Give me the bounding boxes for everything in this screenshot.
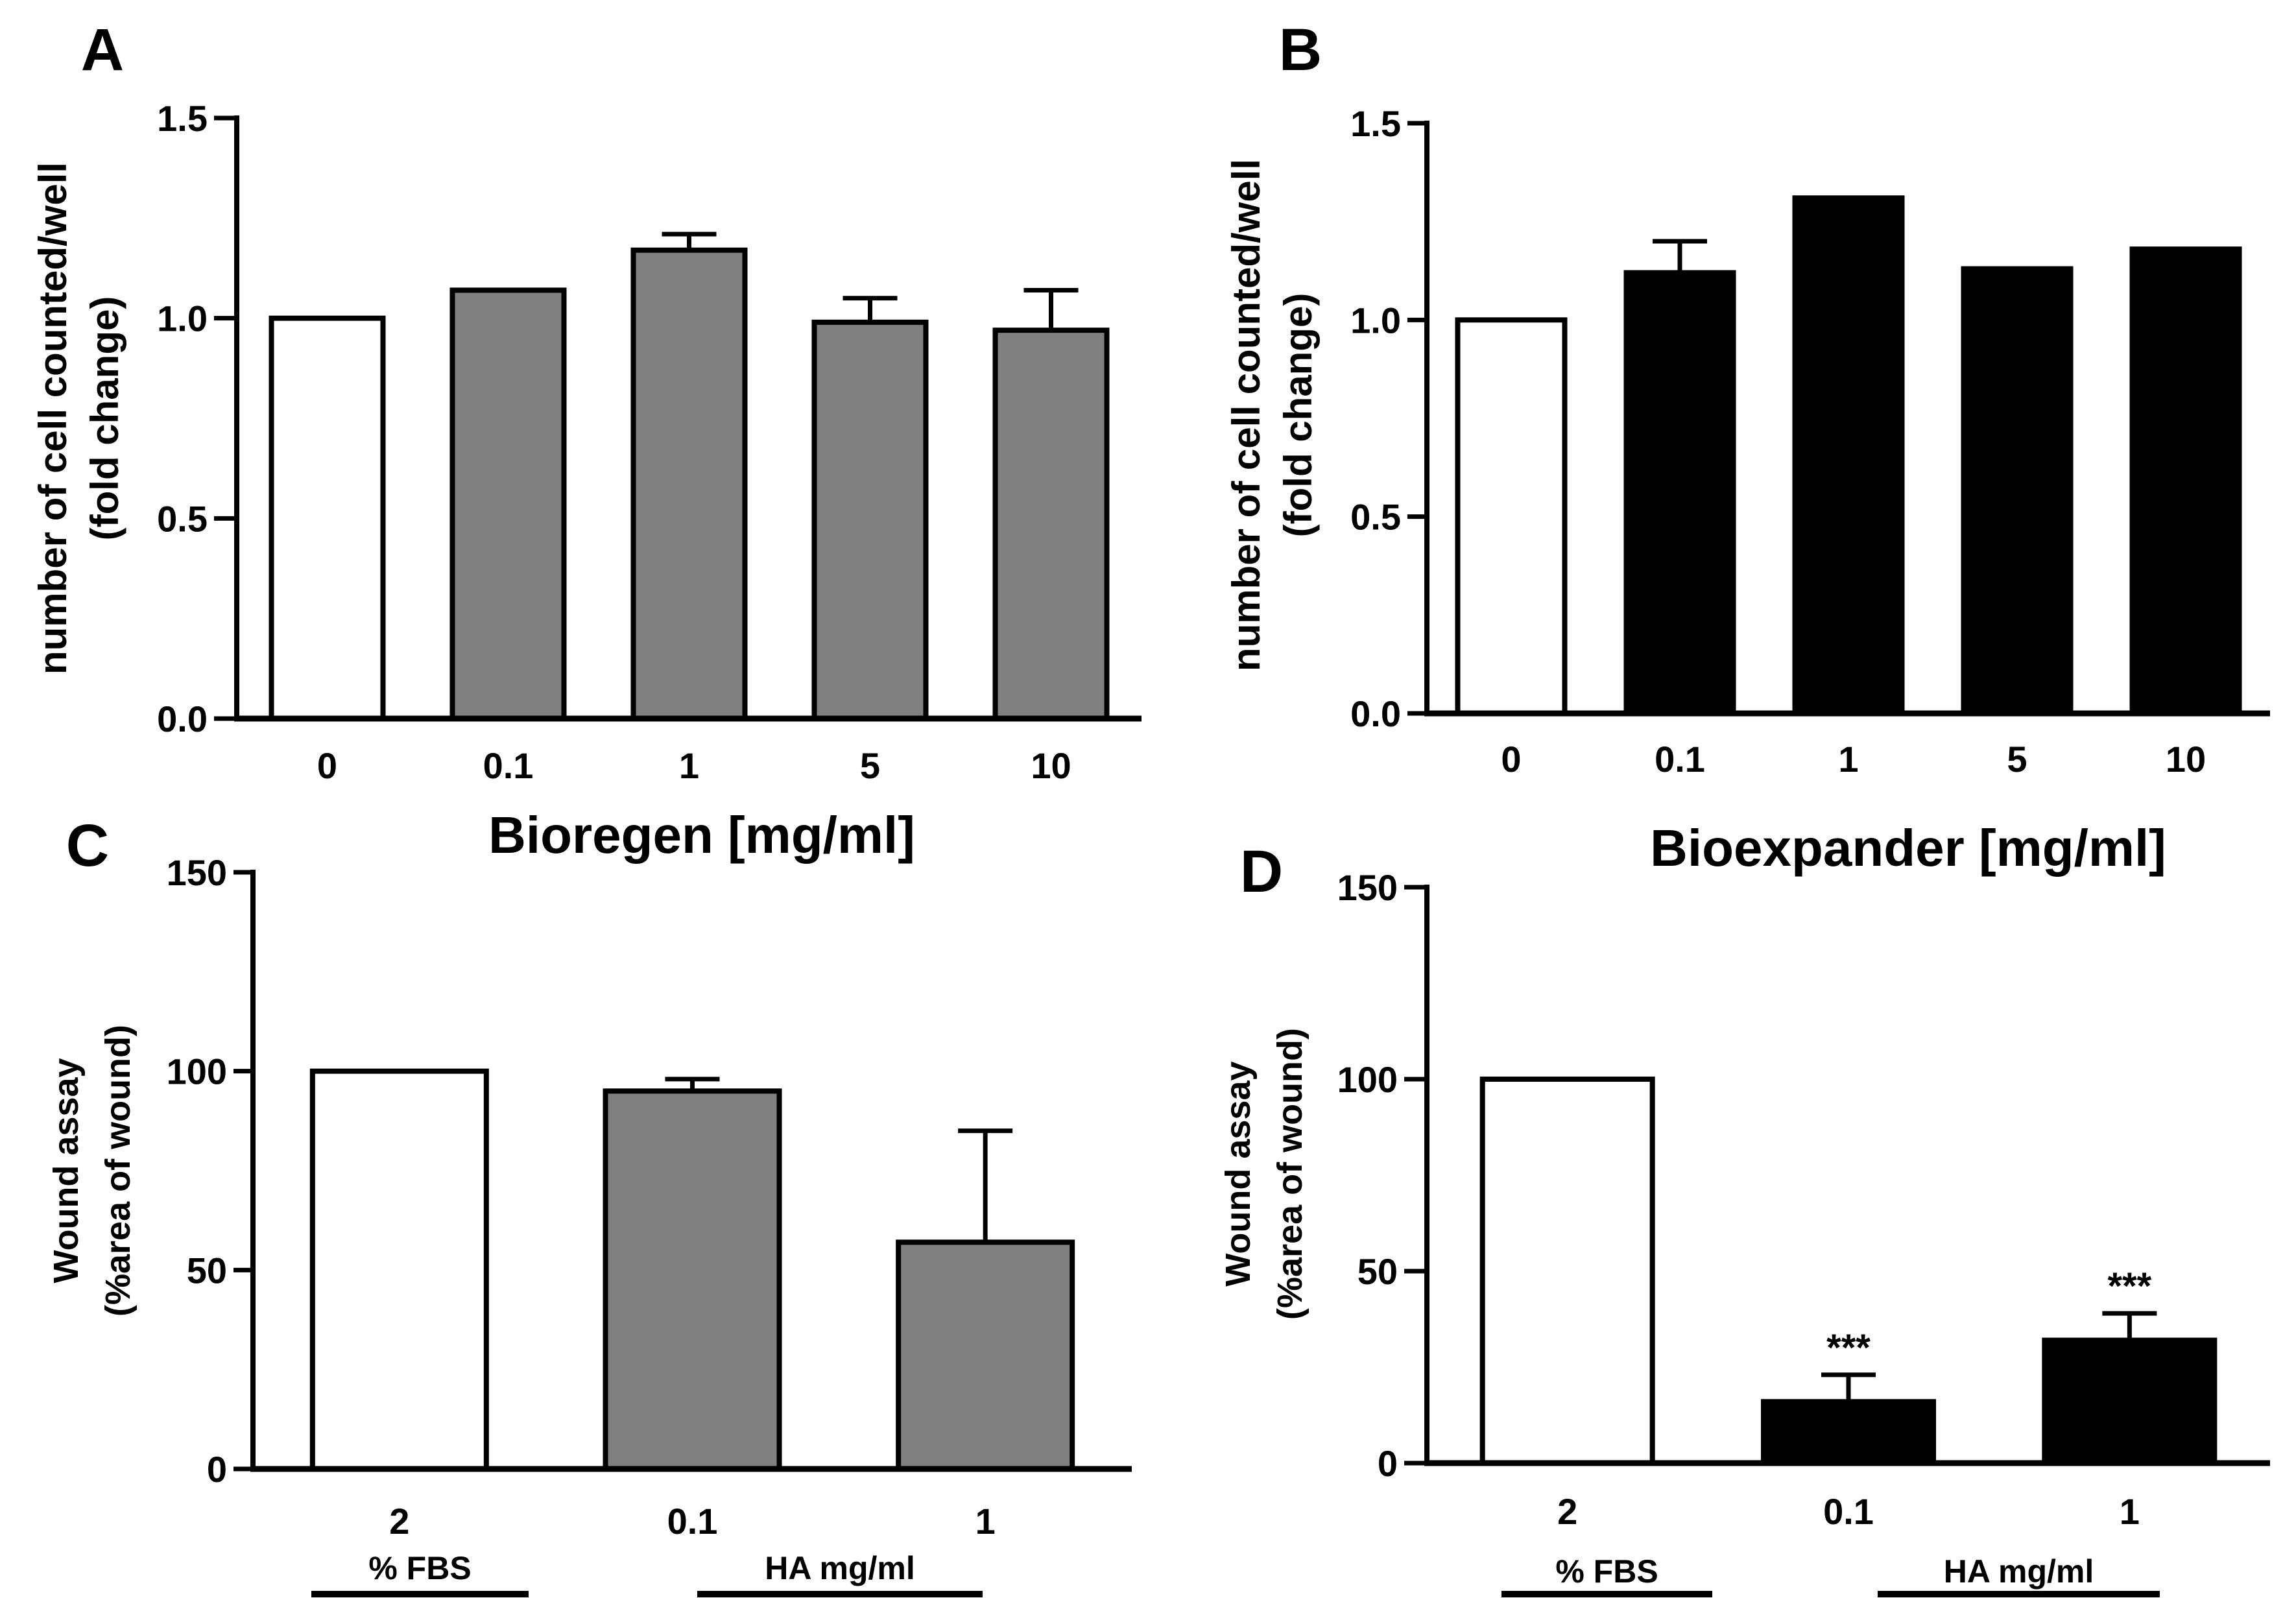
- panel-d-group-label-0: % FBS: [1555, 1553, 1658, 1590]
- panel-a-letter: A: [81, 17, 124, 83]
- panel-b-bar-2: [1792, 195, 1905, 716]
- panel-a-bar-3: [811, 319, 929, 721]
- panel-a-x-tick-label-0: 0: [317, 745, 337, 786]
- panel-d-group-label-1: HA mg/ml: [1944, 1553, 2094, 1590]
- panel-b-y-tick-label-1: 0.5: [1350, 497, 1401, 538]
- panel-a-y-axis-label-line-2: (fold change): [83, 296, 126, 541]
- panel-b-x-tick-label-2: 1: [1838, 739, 1858, 780]
- panel-a-bar-1: [449, 287, 567, 722]
- panel-a-bar-4: [992, 328, 1110, 722]
- panel-d-letter: D: [1240, 839, 1283, 905]
- panel-c-y-tick-label-1: 50: [187, 1250, 227, 1291]
- panel-c-bar-1: [603, 1088, 782, 1472]
- panel-b-y-tick-label-2: 1.0: [1350, 300, 1401, 340]
- panel-d-x-tick-label-2: 1: [2120, 1491, 2140, 1532]
- panel-c-bar-0: [309, 1068, 489, 1472]
- panel-c-group-label-0: % FBS: [368, 1550, 471, 1586]
- panel-d-bar-2: [2042, 1337, 2218, 1466]
- panel-b-x-tick-label-1: 0.1: [1655, 739, 1705, 780]
- panel-d-y-tick-label-2: 100: [1337, 1059, 1398, 1100]
- panel-d-bar-1: [1761, 1399, 1936, 1466]
- panel-a-y-tick-label-2: 1.0: [157, 298, 208, 339]
- panel-b-x-tick-label-3: 5: [2007, 739, 2027, 780]
- panel-c-letter: C: [66, 813, 109, 879]
- panel-c-x-tick-label-2: 1: [975, 1501, 996, 1542]
- panel-a-x-tick-label-3: 5: [860, 745, 880, 786]
- panel-c-x-tick-label-0: 2: [389, 1501, 409, 1542]
- panel-a-y-tick-label-1: 0.5: [157, 498, 208, 539]
- panel-c-y-tick-label-0: 0: [207, 1449, 227, 1490]
- panel-d-y-axis-label-line-2: (%area of wound): [1271, 1028, 1309, 1320]
- panel-a-x-axis-title: Bioregen [mg/ml]: [488, 806, 915, 864]
- panel-c-y-axis-label-line-2: (%area of wound): [99, 1025, 138, 1317]
- panel-a-bar-2: [630, 247, 748, 722]
- panel-a-y-tick-label-3: 1.5: [157, 98, 208, 139]
- panel-a-bar-0: [269, 315, 386, 721]
- panel-d-significance-2: ***: [2107, 1265, 2151, 1307]
- panel-b-y-axis-label-line-2: (fold change): [1276, 293, 1320, 538]
- panel-b-bar-1: [1623, 270, 1736, 716]
- panel-b-bar-0: [1455, 317, 1568, 717]
- panel-c-y-axis-label-line-1: Wound assay: [47, 1058, 86, 1283]
- panel-a-x-tick-label-2: 1: [679, 745, 699, 786]
- panel-c-y-tick-label-2: 100: [167, 1051, 227, 1092]
- panel-c-group-label-1: HA mg/ml: [765, 1550, 915, 1586]
- panel-d-x-tick-label-0: 2: [1557, 1491, 1577, 1532]
- panel-b-y-tick-label-0: 0.0: [1350, 693, 1401, 734]
- panel-b-bar-4: [2129, 246, 2242, 716]
- panel-c-y-tick-label-3: 150: [167, 852, 227, 893]
- panel-b-letter: B: [1279, 17, 1322, 83]
- panel-b-y-tick-label-3: 1.5: [1350, 103, 1401, 144]
- panel-b-x-axis-title: Bioexpander [mg/ml]: [1650, 819, 2166, 877]
- panel-a-x-tick-label-4: 10: [1031, 745, 1071, 786]
- panel-a-y-axis-label-line-1: number of cell counted/well: [31, 162, 75, 674]
- panel-d-y-tick-label-1: 50: [1357, 1251, 1398, 1292]
- panel-b-bar-3: [1961, 266, 2074, 716]
- panel-d-significance-1: ***: [1826, 1327, 1871, 1369]
- panel-b-x-tick-label-4: 10: [2166, 739, 2206, 780]
- panel-d-y-tick-label-0: 0: [1378, 1443, 1398, 1484]
- panel-c-x-tick-label-1: 0.1: [667, 1501, 718, 1542]
- panel-d-bar-0: [1479, 1077, 1655, 1466]
- panel-c-bar-2: [896, 1239, 1075, 1472]
- panel-d-y-tick-label-3: 150: [1337, 867, 1398, 908]
- panel-d-y-axis-label-line-1: Wound assay: [1219, 1061, 1258, 1286]
- panel-b-y-axis-label-line-1: number of cell counted/well: [1225, 159, 1268, 671]
- panel-b-x-tick-label-0: 0: [1501, 739, 1521, 780]
- panel-d-x-tick-label-1: 0.1: [1823, 1491, 1874, 1532]
- panel-a-x-tick-label-1: 0.1: [483, 745, 534, 786]
- panel-a-y-tick-label-0: 0.0: [157, 698, 208, 739]
